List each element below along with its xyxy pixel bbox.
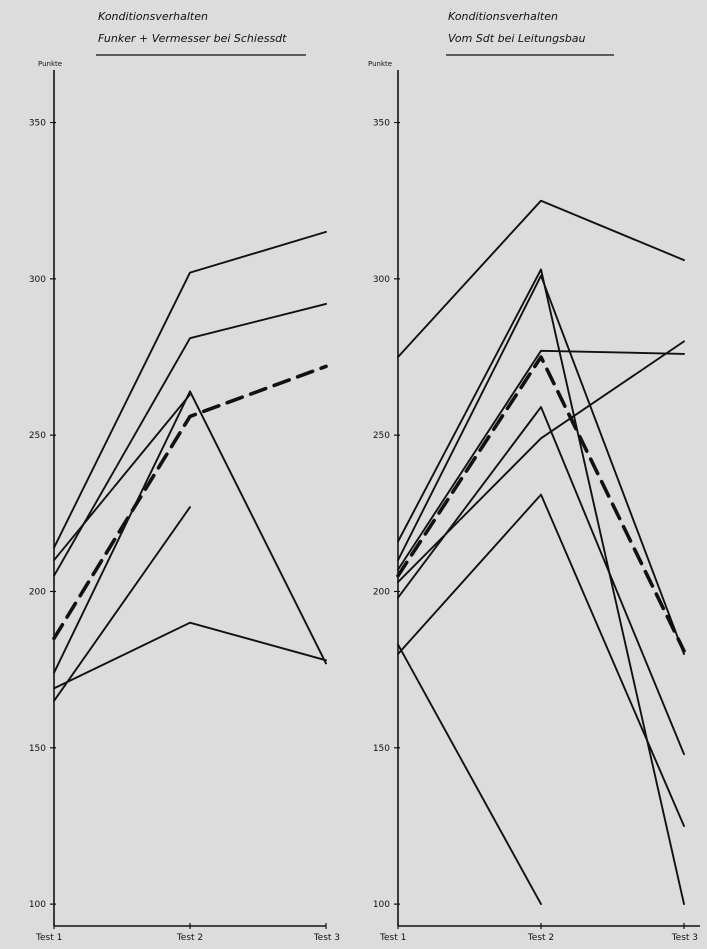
- chart-right-ytick-label-150: 150: [373, 744, 390, 754]
- chart-right-series-6: [397, 406, 685, 756]
- chart-right-ylabel: Punkte: [368, 60, 392, 68]
- chart-left-ylabel: Punkte: [38, 60, 62, 68]
- chart-left-ytick-label-150: 150: [29, 744, 46, 754]
- chart-left-ytick-label-300: 300: [29, 275, 46, 285]
- chart-left-series-3: [53, 390, 327, 674]
- chart-left-series-7-dashed: [52, 364, 328, 641]
- chart-right-series-3: [397, 274, 685, 655]
- chart-right-ytick-label-200: 200: [373, 587, 390, 597]
- chart-left-series-5: [53, 621, 327, 690]
- chart-right-series-1: [397, 199, 685, 358]
- chart-right-series-8: [397, 643, 542, 906]
- chart-left-ytick-label-250: 250: [29, 431, 46, 441]
- chart-right-xtick-label-3: Test 3: [671, 933, 698, 943]
- chart-left-series-1: [53, 230, 327, 549]
- chart-left-ytick-label-200: 200: [29, 587, 46, 597]
- chart-right-xtick-label-1: Test 1: [379, 933, 406, 943]
- chart-left-series-2: [53, 302, 327, 577]
- chart-left-subtitle: Funker + Vermesser bei Schiessdt: [98, 32, 287, 45]
- chart-left-xtick-label-1: Test 1: [35, 933, 62, 943]
- chart-right-subtitle: Vom Sdt bei Leitungsbau: [448, 32, 586, 45]
- chart-right-ytick-label-250: 250: [373, 431, 390, 441]
- chart-right-y-ticks: 100 150 200 250 300 350: [373, 119, 400, 910]
- chart-right-series-7: [397, 493, 685, 827]
- chart-left: Konditionsverhalten Funker + Vermesser b…: [29, 10, 340, 943]
- chart-right-series-4: [397, 349, 685, 571]
- chart-right: Konditionsverhalten Vom Sdt bei Leitungs…: [368, 10, 700, 943]
- chart-right-ytick-label-350: 350: [373, 119, 390, 129]
- chart-left-x-ticks: Test 1 Test 2 Test 3: [35, 923, 340, 943]
- chart-left-xtick-label-2: Test 2: [176, 933, 203, 943]
- chart-left-title: Konditionsverhalten: [98, 10, 208, 23]
- chart-left-series-6: [53, 393, 191, 562]
- chart-left-y-ticks: 100 150 200 250 300 350: [29, 119, 56, 910]
- chart-right-title: Konditionsverhalten: [448, 10, 558, 23]
- chart-right-ytick-label-300: 300: [373, 275, 390, 285]
- chart-left-series: [52, 230, 328, 702]
- chart-right-series: [396, 199, 686, 906]
- chart-left-xtick-label-3: Test 3: [313, 933, 340, 943]
- chart-left-series-4: [53, 506, 191, 702]
- chart-right-xtick-label-2: Test 2: [527, 933, 554, 943]
- chart-left-ytick-label-100: 100: [29, 900, 46, 910]
- chart-right-ytick-label-100: 100: [373, 900, 390, 910]
- chart-right-series-9-dashed: [396, 355, 686, 653]
- chart-right-x-ticks: Test 1 Test 2 Test 3: [379, 923, 698, 943]
- chart-left-ytick-label-350: 350: [29, 119, 46, 129]
- chart-right-series-2: [397, 268, 685, 906]
